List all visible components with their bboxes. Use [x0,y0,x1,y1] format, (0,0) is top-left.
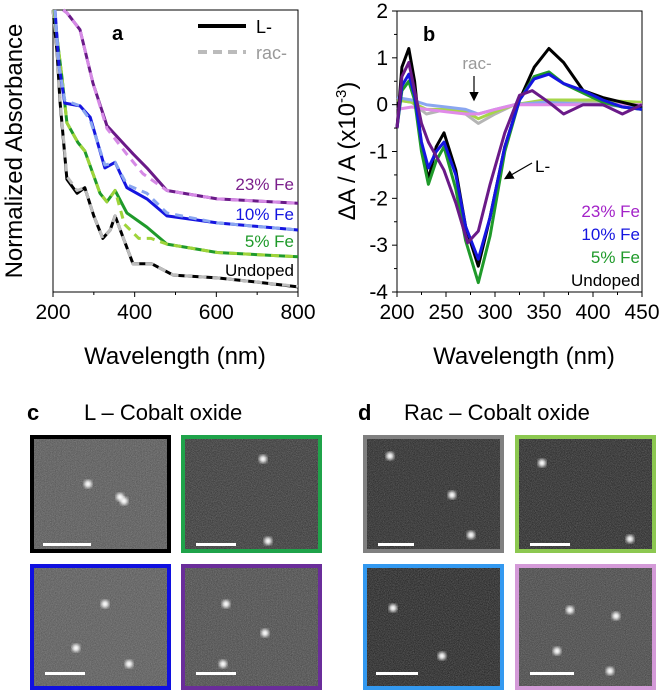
legend-10-fe: 10% Fe [581,225,640,244]
charts-area: 200 400 600 800 a L- rac- 23% Fe 10% Fe 5% … [1,0,660,370]
y-tick-label: -3 [369,234,388,257]
noise-texture [367,568,500,686]
particle [386,452,394,460]
x-tick-label: 800 [280,301,315,324]
noise-texture [185,568,318,686]
microscopy-image-l-undoped [30,435,171,553]
scale-bar [196,672,236,675]
x-tick-label: 400 [575,301,610,324]
particle [438,652,446,660]
panel-label-d: d [358,400,372,425]
annotation-rac: rac- [462,54,491,73]
particle [553,647,561,655]
noise-texture [185,439,318,549]
x-tick-label: 250 [428,301,463,324]
microscopy-image-rac-undoped [363,435,504,553]
scale-bar [45,672,85,675]
noise-texture [34,568,167,686]
annotation-l-arrow [503,162,533,180]
particle [120,497,128,505]
noise-texture [519,439,652,549]
scale-bar [530,672,574,675]
y-tick-label: 2 [376,0,388,23]
particle [264,537,272,545]
particle [566,606,574,614]
scale-bar [196,543,236,546]
microscopy-image-l-5-fe [181,435,322,553]
noise-texture [519,568,652,686]
particle [219,660,227,668]
particle [125,660,133,668]
absorbance-chart: 200 400 600 800 a L- rac- 23% Fe 10% Fe 5% … [1,8,316,370]
particle [101,600,109,608]
x-tick-label: 400 [117,301,152,324]
microscopy-image-l-10-fe [30,564,171,690]
x-tick-label: 350 [526,301,561,324]
legend-undoped: Undoped [571,271,640,290]
x-axis-title-a: Wavelength (nm) [84,343,266,370]
series-line-5-fe-rac [396,98,643,121]
series-label-undoped: Undoped [225,261,294,280]
series-line-5-fe-rac [52,9,299,259]
series-line-23-fe-rac [62,8,299,205]
panel-label-c: c [27,400,40,425]
x-tick-label: 200 [379,301,414,324]
particle [259,455,267,463]
y-tick-label: 0 [376,94,388,117]
y-axis-title-b: ΔA / A (x10-3) [333,82,361,221]
particle [606,667,614,675]
y-axis-title-b-main: ΔA / A (x10 [334,103,361,220]
microscopy-image-rac-23-fe [515,564,656,690]
x-tick-label: 450 [624,301,659,324]
particle [448,491,456,499]
microscopy-image-l-23-fe [181,564,322,690]
annotation-l: L- [535,157,550,176]
x-tick-label: 200 [35,301,70,324]
panel-label-b: b [423,24,435,46]
series-line-10-fe-rac [53,9,299,232]
y-axis-title-b-end: ) [334,82,361,90]
panel-label-a: a [112,23,124,45]
particle [261,629,269,637]
particle [626,535,634,543]
series-label-5-fe: 5% Fe [245,232,294,251]
particle [222,600,230,608]
particle [84,480,92,488]
scale-bar [376,672,418,675]
microscopy-image-rac-10-fe [363,564,504,690]
legend-label-rac: rac- [256,43,287,63]
scale-bar [43,543,91,546]
noise-texture [34,439,167,549]
y-tick-label: 1 [376,47,388,70]
y-axis-title-b-sup: -3 [333,90,350,103]
legend-23-fe: 23% Fe [581,202,640,221]
panel-title-c: L – Cobalt oxide [84,400,243,425]
y-tick-label: -4 [369,281,388,304]
scale-bar [378,543,414,546]
particle [538,459,546,467]
particle [612,612,620,620]
panel-title-d: Rac – Cobalt oxide [404,400,590,425]
y-axis-title-a: Normalized Absorbance [1,24,28,279]
series-label-23-fe: 23% Fe [235,175,294,194]
x-axis-title-b: Wavelength (nm) [433,343,615,370]
scale-bar [530,543,570,546]
series-label-10-fe: 10% Fe [235,205,294,224]
particle [72,644,80,652]
particle [389,604,397,612]
x-tick-label: 600 [199,301,234,324]
y-tick-label: -1 [369,141,388,164]
legend-5-fe: 5% Fe [591,248,640,267]
y-tick-label: -2 [369,187,388,210]
series-line-23-fe-L [395,61,643,245]
x-tick-label: 300 [477,301,512,324]
series-line-23-fe-rac [396,103,642,116]
particle [467,531,475,539]
series-line-10-fe-L [395,72,643,261]
microscopy-image-rac-5-fe [515,435,656,553]
legend-label-l: L- [256,17,272,37]
